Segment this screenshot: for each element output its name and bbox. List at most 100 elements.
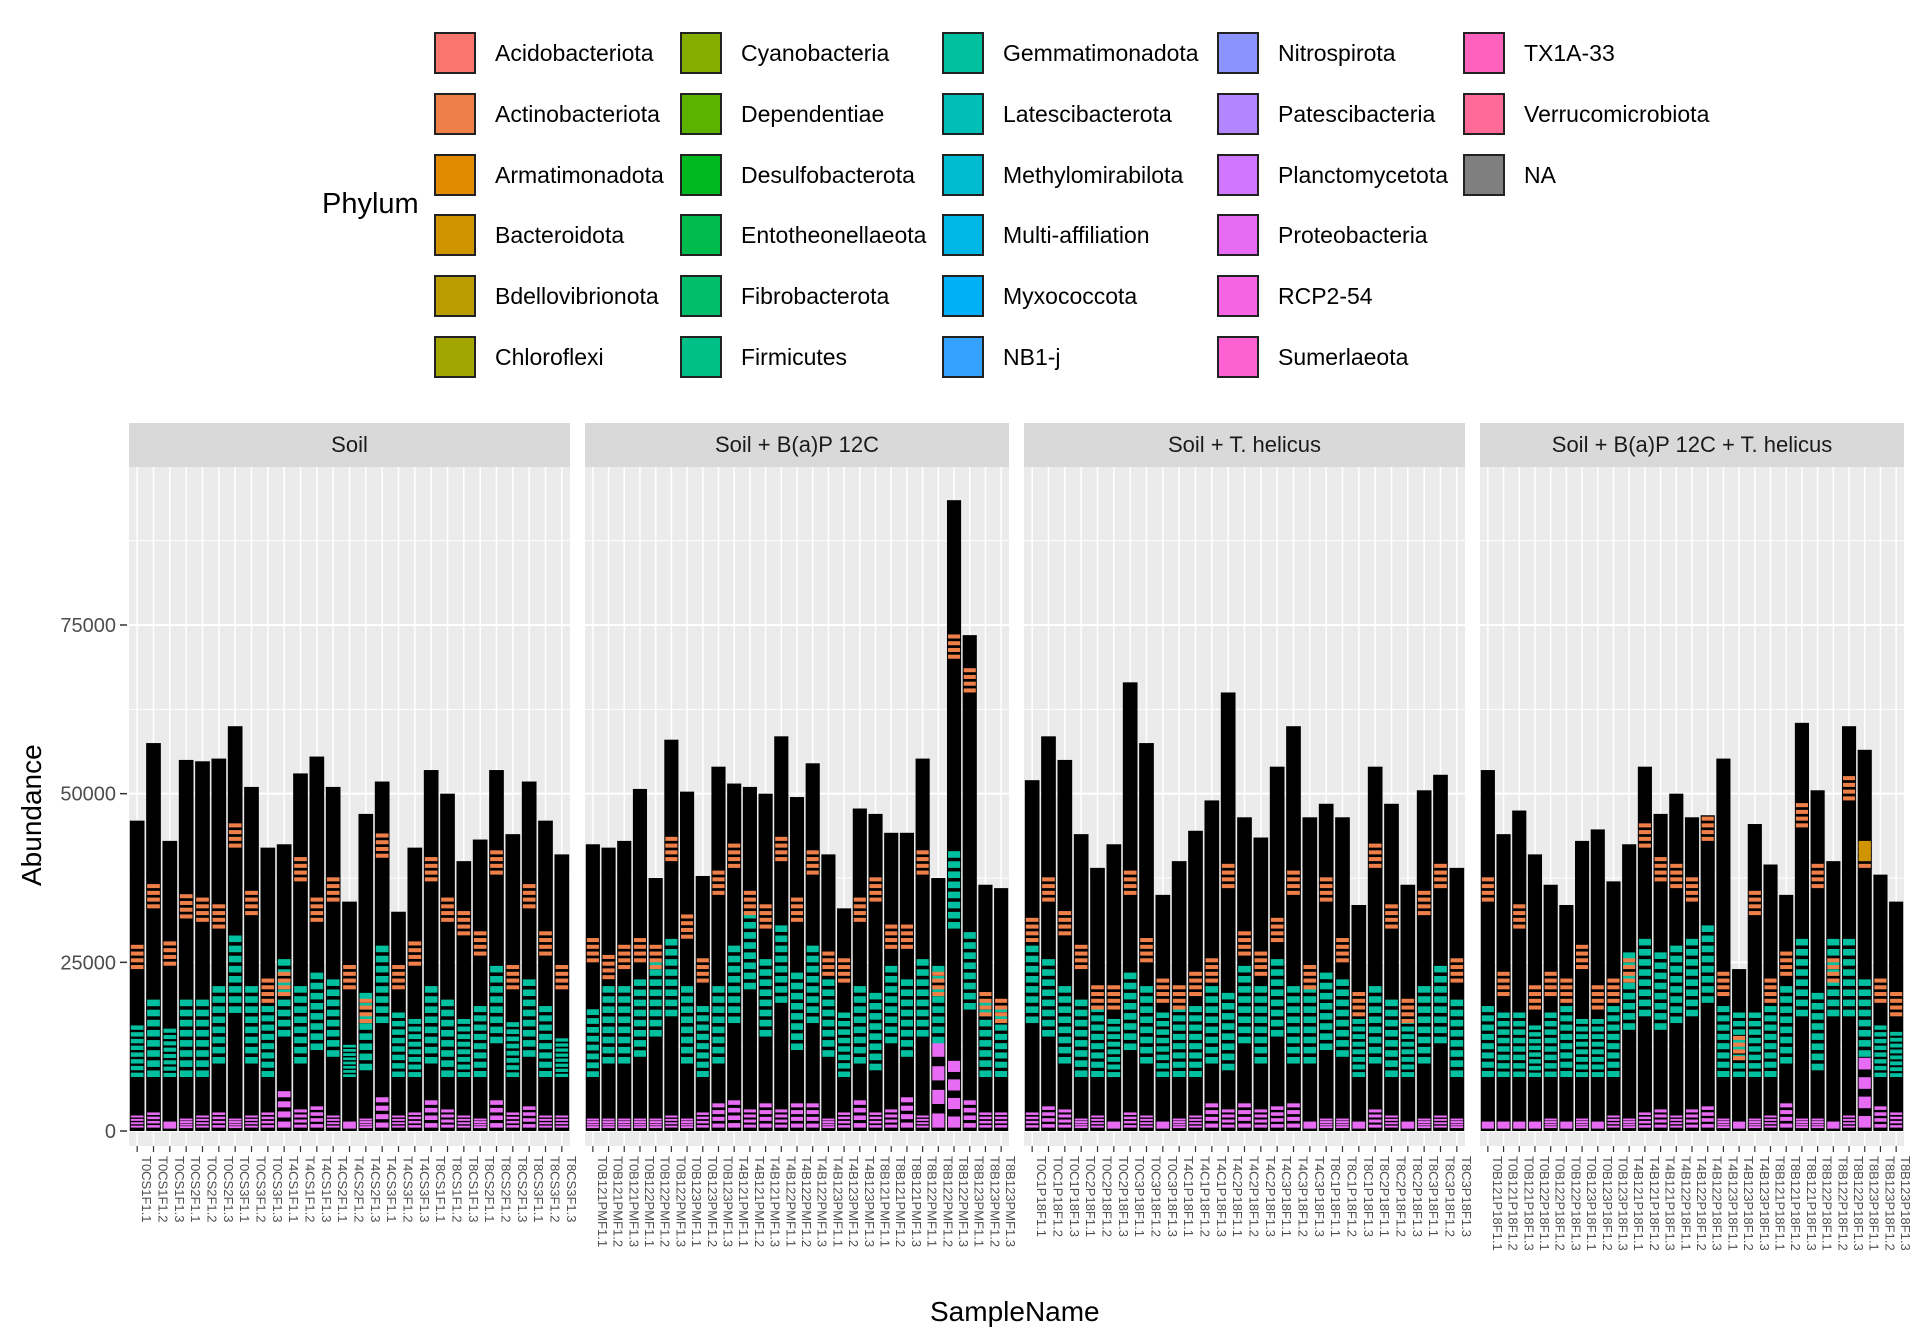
bar-segment-gemmatimonadota — [1401, 1026, 1415, 1032]
bar-segment-proteobacteria — [1513, 1124, 1526, 1127]
bar-segment-gemmatimonadota — [1140, 1026, 1153, 1034]
bar-segment-actinobacteriota — [1238, 951, 1251, 956]
x-tick-label: T4CS3F1.2 — [401, 1156, 416, 1222]
bar-segment-gemmatimonadota — [506, 1050, 520, 1056]
bar-segment-actinobacteriota — [1417, 890, 1431, 895]
bar-segment-gemmatimonadota — [294, 1006, 307, 1013]
bar-segment-gemmatimonadota — [618, 1036, 631, 1044]
bar-segment-actinobacteriota — [1091, 992, 1104, 997]
bar-segment-gemmatimonadota — [853, 1026, 866, 1034]
bar-segment-gemmatimonadota — [838, 1063, 851, 1069]
bar-segment-actinobacteriota — [1401, 998, 1415, 1003]
bar-segment-proteobacteria — [1874, 1124, 1887, 1128]
bar-segment-actinobacteriota — [1025, 917, 1039, 922]
bar-segment-gemmatimonadota — [916, 959, 929, 966]
bar-segment-proteobacteria — [1576, 1126, 1589, 1129]
bar-segment-gemmatimonadota — [441, 1029, 454, 1037]
bar-segment-gemmatimonadota — [228, 935, 242, 943]
bar-segment-gemmatimonadota — [245, 1016, 258, 1024]
bar-segment-proteobacteria — [665, 1115, 678, 1118]
bar-segment-proteobacteria — [1287, 1110, 1300, 1115]
bar-segment-actinobacteriota — [277, 978, 291, 983]
bar-segment-actinobacteriota — [310, 897, 324, 902]
x-tick-label: T4B123PMF1.2 — [846, 1156, 861, 1247]
bar-segment-gemmatimonadota — [1058, 1026, 1072, 1034]
bar-segment-gemmatimonadota — [602, 1006, 615, 1013]
x-tick-label: T4C1P18F1.3 — [1214, 1156, 1229, 1237]
y-axis-title: Abundance — [16, 744, 47, 886]
legend-label: Firmicutes — [741, 344, 848, 370]
bar-segment-gemmatimonadota — [1025, 965, 1039, 973]
bar-segment-actinobacteriota — [743, 897, 756, 902]
bar-segment-actinobacteriota — [963, 674, 976, 679]
bar-segment-proteobacteria — [1638, 1112, 1651, 1115]
bar-segment-gemmatimonadota — [790, 992, 804, 1000]
bar-segment-actinobacteriota — [1623, 971, 1636, 976]
bar-segment-actinobacteriota — [853, 897, 866, 902]
x-tick-label: T0C1P18F1.2 — [1051, 1156, 1066, 1237]
bar-segment-actinobacteriota — [979, 992, 992, 997]
bar-segment-gemmatimonadota — [1417, 1056, 1431, 1064]
x-tick-label: T4B122PMF1.3 — [815, 1156, 830, 1247]
bar-segment-gemmatimonadota — [1025, 986, 1039, 993]
bar-segment-proteobacteria — [916, 1122, 929, 1125]
bar-segment-gemmatimonadota — [1638, 969, 1651, 976]
bar-segment-gemmatimonadota — [681, 1046, 694, 1054]
x-tick-label: T8C1P18F1.2 — [1345, 1156, 1360, 1237]
bar-segment-gemmatimonadota — [1417, 1026, 1431, 1034]
bar-segment-gemmatimonadota — [1352, 1049, 1366, 1055]
bar-segment-proteobacteria — [1450, 1126, 1464, 1129]
bar-segment-proteobacteria — [963, 1100, 976, 1105]
bar-segment-proteobacteria — [1254, 1124, 1268, 1128]
bar-segment-gemmatimonadota — [1701, 986, 1714, 993]
bar-segment-proteobacteria — [1091, 1122, 1104, 1125]
bar-segment-gemmatimonadota — [1352, 1026, 1366, 1032]
bar-segment-gemmatimonadota — [490, 975, 503, 983]
x-tick-label: T0C2P18F1.1 — [1083, 1156, 1098, 1237]
bar-segment-gemmatimonadota — [408, 1041, 422, 1047]
x-tick-label: T4B122P18F1.3 — [1710, 1156, 1725, 1251]
bar-segment-proteobacteria — [743, 1109, 756, 1113]
bar-segment-gemmatimonadota — [130, 1052, 144, 1057]
bar-segment-gemmatimonadota — [1450, 1060, 1464, 1067]
bar-segment-gemmatimonadota — [822, 1009, 835, 1017]
bar-segment-gemmatimonadota — [916, 999, 929, 1007]
x-tick-label: T4B122P18F1.2 — [1694, 1156, 1709, 1251]
bar-segment-actinobacteriota — [1156, 998, 1170, 1003]
bar-segment-gemmatimonadota — [1352, 1034, 1366, 1040]
bar-segment-proteobacteria — [1205, 1110, 1219, 1115]
x-tick-label: T8B123PMF1.1 — [972, 1156, 987, 1247]
bar-segment-proteobacteria — [869, 1116, 882, 1120]
bar-segment-actinobacteriota — [1528, 1005, 1542, 1010]
bar-segment-proteobacteria — [424, 1123, 438, 1128]
bar-segment-gemmatimonadota — [1368, 1046, 1382, 1054]
bar-segment-proteobacteria — [1221, 1114, 1235, 1118]
bar-segment-gemmatimonadota — [1874, 1045, 1887, 1051]
bar-segment-gemmatimonadota — [1319, 1043, 1333, 1051]
bar-segment-gemmatimonadota — [196, 999, 209, 1007]
bar-segment-gemmatimonadota — [1434, 1016, 1447, 1024]
x-tick-label: T0C3P18F1.2 — [1149, 1156, 1164, 1237]
bar-segment-actinobacteriota — [1368, 857, 1382, 862]
bar-segment-actinobacteriota — [522, 897, 536, 902]
bar-segment-actinobacteriota — [473, 938, 487, 943]
bar-segment-proteobacteria — [392, 1115, 405, 1118]
bar-segment-proteobacteria — [441, 1124, 454, 1128]
bar-segment-gemmatimonadota — [310, 1023, 324, 1030]
bar-segment-gemmatimonadota — [1748, 1046, 1761, 1052]
bar-segment-actinobacteriota — [1827, 978, 1840, 983]
bar-segment-gemmatimonadota — [900, 1040, 913, 1047]
bar-segment-actinobacteriota — [1336, 938, 1349, 943]
bar-segment-gemmatimonadota — [1368, 1016, 1382, 1024]
bar-segment-gemmatimonadota — [1528, 1045, 1542, 1051]
bar-segment-actinobacteriota — [1795, 809, 1808, 814]
bar-total — [1794, 722, 1809, 1131]
bar-segment-gemmatimonadota — [1748, 1054, 1761, 1061]
bar-segment-actinobacteriota — [1205, 971, 1219, 976]
bar-segment-proteobacteria — [1434, 1115, 1447, 1118]
bar-segment-gemmatimonadota — [343, 1065, 356, 1069]
bar-segment-gemmatimonadota — [838, 1054, 851, 1061]
bar-segment-proteobacteria — [1287, 1116, 1300, 1121]
bar-segment-proteobacteria — [424, 1100, 438, 1105]
bar-segment-proteobacteria — [1607, 1122, 1620, 1125]
